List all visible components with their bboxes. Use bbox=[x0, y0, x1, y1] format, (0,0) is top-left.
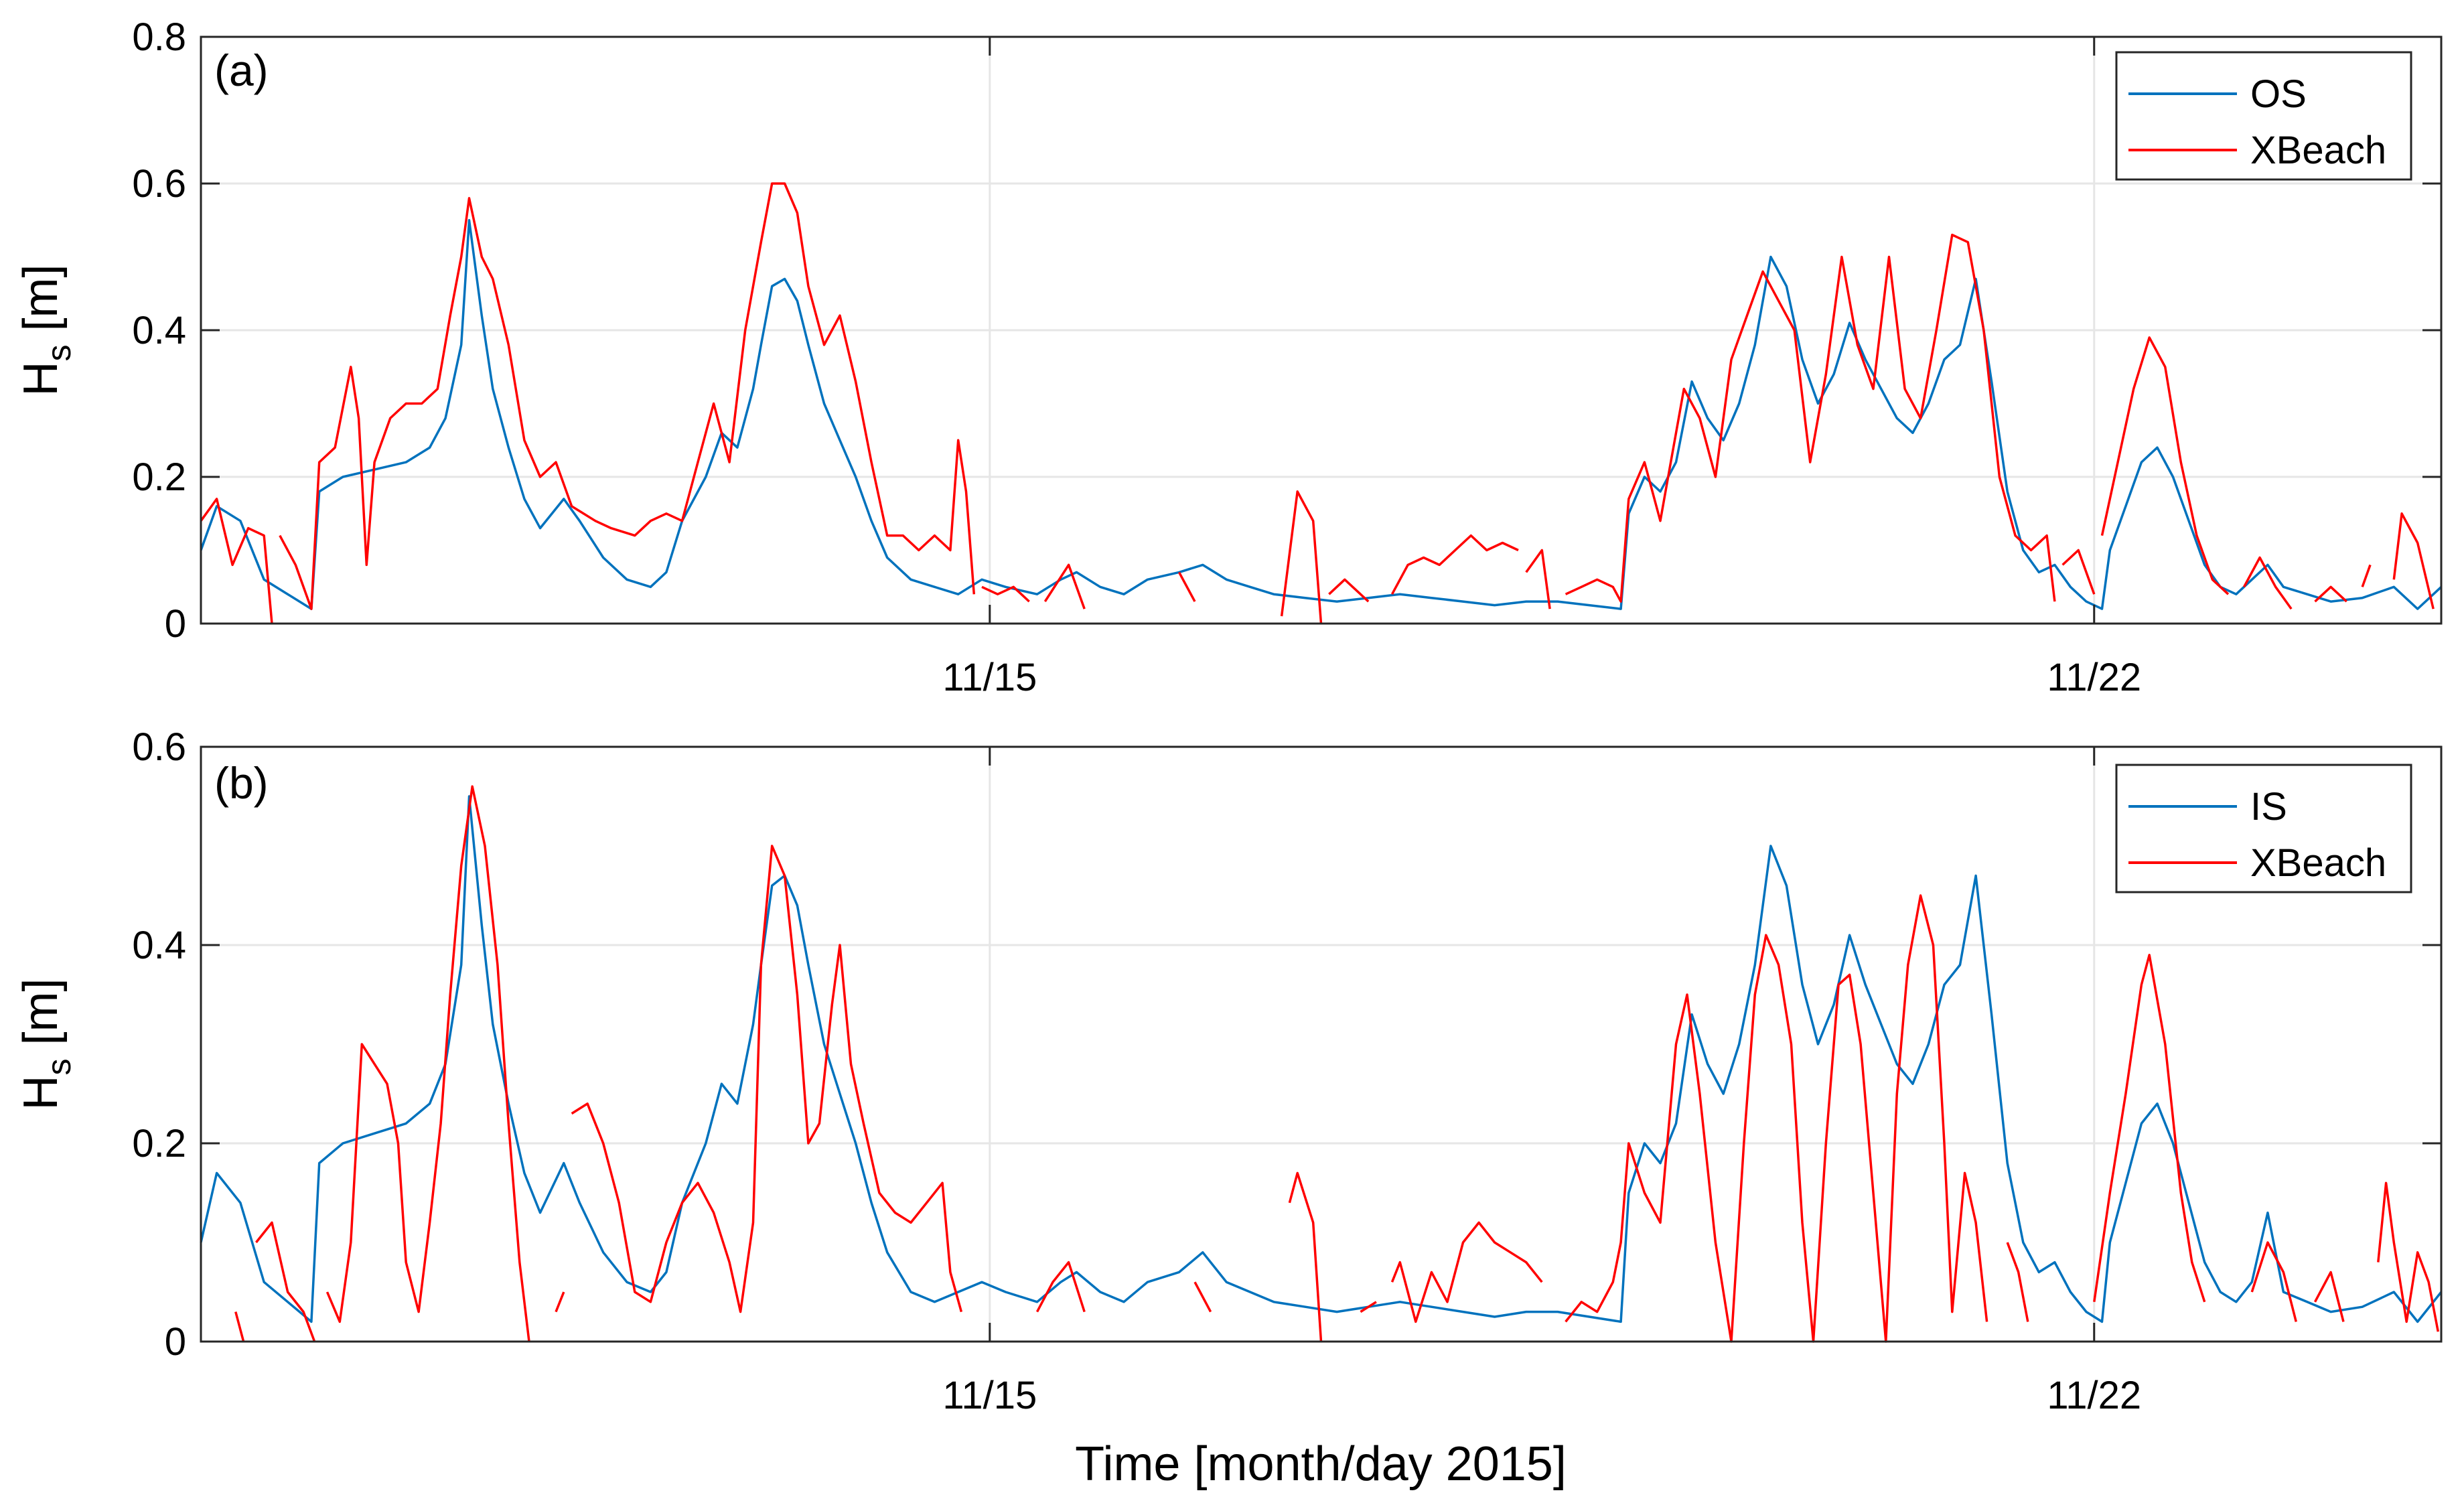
panel-a-series-xbeach-segment-0 bbox=[200, 498, 273, 624]
panel-a-series-xbeach-segment-3 bbox=[1043, 563, 1086, 609]
panel-b-series-xbeach-segment-15 bbox=[2377, 1181, 2440, 1332]
panel-a-legend: OS XBeach bbox=[2115, 51, 2412, 181]
panel-a-series-xbeach-segment-2 bbox=[981, 585, 1030, 603]
panel-b-ylabel: Hs [m] bbox=[14, 979, 78, 1110]
panel-b: 0 0.2 0.4 0.6 11/15 11/22 (b) Hs [m] IS XBeac… bbox=[14, 725, 2443, 1491]
panel-b-xlabel: Time [month/day 2015] bbox=[1075, 1437, 1567, 1491]
panel-b-ylabel-sub: s bbox=[40, 1059, 78, 1076]
panel-a-series-xbeach-segment-6 bbox=[1328, 578, 1370, 603]
panel-b-legend-label-is: IS bbox=[2250, 785, 2287, 829]
panel-b-xtick-label-1: 11/22 bbox=[2047, 1374, 2141, 1417]
panel-a-series bbox=[200, 182, 2443, 624]
panel-b-series-xbeach-segment-8 bbox=[1360, 1301, 1377, 1313]
panel-b-legend-box bbox=[2115, 764, 2412, 893]
panel-a-legend-label-xbeach: XBeach bbox=[2250, 129, 2386, 172]
panel-b-xtick-label-0: 11/15 bbox=[942, 1374, 1037, 1417]
panel-b-series bbox=[200, 785, 2443, 1343]
panel-b-ytick-label-0: 0 bbox=[165, 1320, 186, 1364]
panel-a-xtick-label-1: 11/22 bbox=[2047, 656, 2141, 699]
panel-b-series-xbeach-segment-4 bbox=[571, 845, 963, 1313]
panel-b-ylabel-main: H bbox=[14, 1076, 68, 1110]
panel-b-series-xbeach-segment-10 bbox=[1565, 894, 1988, 1343]
panel-b-series-xbeach-segment-1 bbox=[255, 1221, 316, 1342]
panel-a-label: (a) bbox=[214, 46, 269, 95]
panel-b-series-xbeach-segment-12 bbox=[2093, 954, 2206, 1303]
panel-b-axes-box bbox=[200, 745, 2443, 1343]
panel-a-series-xbeach-segment-9 bbox=[1565, 233, 2056, 603]
panel-a-series-xbeach-segment-15 bbox=[2392, 512, 2435, 609]
panel-a-ylabel: Hs [m] bbox=[14, 265, 78, 397]
panel-b-ytick-label-2: 0.4 bbox=[132, 924, 186, 967]
panel-b-ytick-label-1: 0.2 bbox=[132, 1122, 186, 1165]
panel-a-series-xbeach-segment-13 bbox=[2314, 585, 2347, 603]
panel-a-series-xbeach-segment-14 bbox=[2361, 564, 2372, 587]
panel-a-series-xbeach-segment-10 bbox=[2061, 549, 2096, 595]
panel-a: 0 0.2 0.4 0.6 0.8 11/15 11/22 (a) Hs [m] OS XB… bbox=[14, 15, 2443, 699]
panel-b-series-xbeach-segment-3 bbox=[555, 1291, 565, 1313]
panel-b-series-xbeach-segment-2 bbox=[325, 785, 530, 1342]
panel-b-series-is-line bbox=[200, 795, 2443, 1323]
panel-b-legend: IS XBeach bbox=[2115, 764, 2412, 893]
panel-b-ytick-label-3: 0.6 bbox=[132, 725, 186, 769]
panel-a-xtick-label-0: 11/15 bbox=[942, 656, 1037, 699]
panel-a-series-xbeach-segment-11 bbox=[2100, 336, 2230, 595]
panel-a-legend-label-os: OS bbox=[2250, 72, 2307, 116]
panel-a-ticks: 0 0.2 0.4 0.6 0.8 11/15 11/22 bbox=[132, 15, 2441, 699]
panel-b-series-xbeach-segment-5 bbox=[1035, 1261, 1086, 1313]
panel-b-series-xbeach-segment-7 bbox=[1288, 1171, 1323, 1342]
panel-a-ytick-label-3: 0.6 bbox=[132, 162, 186, 206]
panel-a-series-os-line bbox=[200, 219, 2443, 610]
panel-a-ytick-label-2: 0.4 bbox=[132, 309, 186, 352]
panel-a-ylabel-main: H bbox=[14, 362, 68, 397]
panel-b-label: (b) bbox=[214, 758, 269, 808]
panel-a-legend-box bbox=[2115, 51, 2412, 181]
panel-a-ytick-label-4: 0.8 bbox=[132, 15, 186, 59]
panel-a-series-xbeach-segment-5 bbox=[1280, 490, 1323, 624]
panel-b-ticks: 0 0.2 0.4 0.6 11/15 11/22 bbox=[132, 725, 2441, 1417]
panel-a-series-xbeach-segment-1 bbox=[279, 182, 976, 610]
panel-a-ylabel-unit: [m] bbox=[14, 265, 68, 345]
panel-a-ytick-label-0: 0 bbox=[165, 602, 186, 646]
panel-a-ytick-label-1: 0.2 bbox=[132, 455, 186, 499]
panel-b-series-xbeach-segment-9 bbox=[1390, 1221, 1543, 1323]
panel-a-ylabel-sub: s bbox=[40, 345, 78, 362]
panel-a-series-xbeach-segment-8 bbox=[1525, 549, 1551, 609]
panel-a-series-xbeach-segment-7 bbox=[1390, 534, 1519, 595]
panel-b-legend-label-xbeach: XBeach bbox=[2250, 841, 2386, 885]
panel-b-series-xbeach-segment-0 bbox=[234, 1311, 245, 1342]
panel-b-series-xbeach-segment-14 bbox=[2313, 1271, 2345, 1322]
panel-b-series-xbeach-segment-6 bbox=[1193, 1281, 1212, 1313]
panel-a-series-xbeach-segment-4 bbox=[1177, 571, 1196, 602]
panel-b-ylabel-unit: [m] bbox=[14, 979, 68, 1059]
panel-b-series-xbeach-segment-11 bbox=[2006, 1242, 2029, 1322]
panel-b-series-xbeach-segment-13 bbox=[2250, 1241, 2297, 1322]
panel-a-series-xbeach-segment-12 bbox=[2242, 556, 2293, 610]
